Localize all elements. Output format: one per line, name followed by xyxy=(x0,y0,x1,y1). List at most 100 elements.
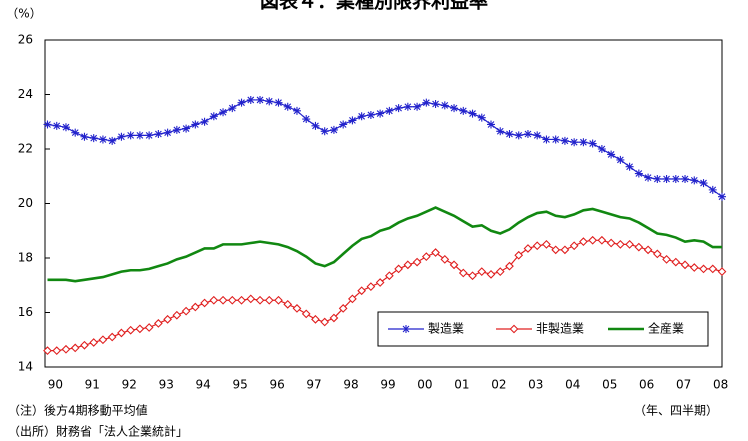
data-point xyxy=(523,244,533,253)
data-point xyxy=(431,100,440,109)
data-point xyxy=(579,138,588,147)
data-point xyxy=(366,110,375,119)
data-point xyxy=(643,245,653,255)
x-tick-label: 92 xyxy=(122,378,137,392)
data-point xyxy=(283,299,293,309)
data-point xyxy=(533,131,542,140)
data-point xyxy=(450,104,459,113)
data-point xyxy=(440,101,449,110)
x-tick-label: 03 xyxy=(528,378,543,392)
data-point xyxy=(348,294,357,304)
data-point xyxy=(126,325,136,335)
legend-marker xyxy=(509,324,519,334)
data-point xyxy=(302,115,311,124)
data-point xyxy=(329,125,338,134)
data-point xyxy=(227,295,237,305)
data-point xyxy=(681,174,690,183)
y-tick-label: 14 xyxy=(18,360,33,374)
x-tick-label: 98 xyxy=(343,378,358,392)
data-point xyxy=(384,271,394,281)
x-axis-label: （年、四半期） xyxy=(634,404,718,418)
data-point xyxy=(98,335,108,345)
data-point xyxy=(644,173,653,182)
x-tick-label: 91 xyxy=(85,378,100,392)
data-point xyxy=(366,282,376,291)
data-point xyxy=(653,174,662,183)
data-point xyxy=(61,344,71,354)
data-point xyxy=(717,267,727,277)
data-point xyxy=(680,260,690,270)
data-point xyxy=(182,124,191,133)
data-point xyxy=(237,98,246,107)
data-point xyxy=(486,269,496,279)
data-point xyxy=(718,192,726,201)
data-point xyxy=(89,134,98,143)
data-point xyxy=(477,267,487,277)
data-point xyxy=(560,245,570,255)
y-tick-label: 26 xyxy=(18,33,33,47)
data-point xyxy=(311,121,320,130)
data-point xyxy=(607,150,616,159)
data-point xyxy=(671,257,681,267)
data-point xyxy=(43,120,52,129)
data-point xyxy=(579,237,588,247)
x-tick-label: 04 xyxy=(565,378,580,392)
data-point xyxy=(458,268,468,278)
data-point xyxy=(301,309,311,319)
data-point xyxy=(551,245,561,255)
y-tick-label: 18 xyxy=(18,251,33,265)
x-tick-label: 90 xyxy=(48,378,63,392)
data-point xyxy=(357,112,366,121)
data-point xyxy=(662,174,671,183)
data-point xyxy=(413,102,422,111)
x-tick-label: 08 xyxy=(713,378,728,392)
data-point xyxy=(477,113,486,122)
legend xyxy=(377,311,709,347)
data-point xyxy=(154,130,163,139)
data-point xyxy=(495,267,505,277)
data-point xyxy=(246,294,256,304)
x-tick-label: 02 xyxy=(491,378,506,392)
legend-label: 製造業 xyxy=(428,322,464,336)
data-point xyxy=(708,185,717,194)
data-point xyxy=(431,248,440,257)
data-point xyxy=(615,239,625,249)
data-point xyxy=(274,98,283,107)
y-axis-label: （%） xyxy=(6,7,41,21)
data-point xyxy=(403,260,413,270)
data-point xyxy=(80,132,89,141)
legend-label: 全産業 xyxy=(648,321,684,336)
data-point xyxy=(117,132,126,141)
data-point xyxy=(496,127,505,136)
data-point xyxy=(98,135,107,144)
data-point xyxy=(200,117,209,126)
data-point xyxy=(117,328,126,338)
data-point xyxy=(551,135,560,144)
data-point xyxy=(163,128,172,137)
data-point xyxy=(625,162,634,171)
data-point xyxy=(689,263,699,272)
data-point xyxy=(209,295,219,305)
y-tick-label: 24 xyxy=(18,87,33,101)
data-point xyxy=(153,319,163,328)
data-point xyxy=(625,239,634,249)
data-point xyxy=(588,139,597,148)
x-tick-label: 99 xyxy=(380,378,395,392)
data-point xyxy=(339,120,348,129)
data-point xyxy=(468,109,477,118)
data-point xyxy=(80,340,89,350)
data-point xyxy=(560,136,569,145)
x-tick-label: 96 xyxy=(269,378,284,392)
x-tick-label: 05 xyxy=(602,378,617,392)
data-point xyxy=(52,346,62,356)
data-point xyxy=(468,271,477,281)
data-point xyxy=(505,261,514,271)
data-point xyxy=(163,314,172,324)
data-point xyxy=(311,314,320,324)
data-point xyxy=(191,120,200,129)
data-point xyxy=(135,131,144,140)
data-point xyxy=(274,295,283,305)
data-point xyxy=(246,95,255,104)
data-point xyxy=(283,102,292,111)
